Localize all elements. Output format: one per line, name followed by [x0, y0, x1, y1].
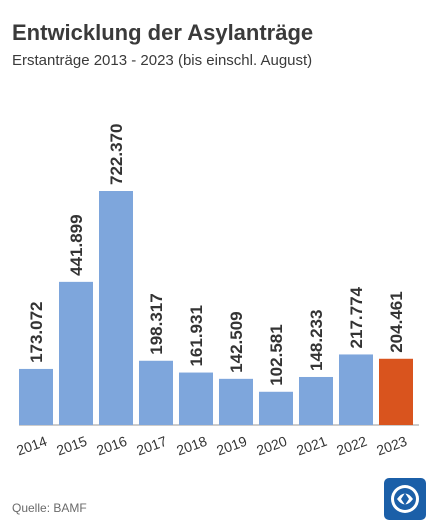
bar-value-label: 198.317 — [147, 293, 166, 354]
bar-value-label: 173.072 — [27, 301, 46, 362]
bar-value-label: 217.774 — [347, 286, 366, 348]
x-tick-label: 2020 — [254, 433, 289, 459]
chart-title: Entwicklung der Asylanträge — [12, 20, 314, 45]
x-tick-label: 2023 — [374, 433, 409, 459]
bar-value-label: 142.509 — [227, 311, 246, 372]
bar-2022 — [339, 354, 373, 425]
bar-value-label: 102.581 — [267, 324, 286, 385]
bar-2019 — [219, 378, 253, 425]
x-tick-label: 2018 — [174, 433, 209, 459]
bar-value-label: 204.461 — [387, 291, 406, 352]
x-tick-label: 2019 — [214, 433, 249, 459]
bar-value-label: 161.931 — [187, 305, 206, 366]
x-tick-label: 2021 — [294, 433, 329, 459]
bar-2018 — [179, 372, 213, 425]
bar-2020 — [259, 391, 293, 425]
x-tick-label: 2015 — [54, 433, 89, 459]
x-tick-label: 2017 — [134, 433, 169, 459]
broadcaster-logo-icon — [384, 478, 426, 520]
chart-subtitle: Erstanträge 2013 - 2023 (bis einschl. Au… — [12, 52, 313, 69]
bar-2015 — [59, 281, 93, 425]
bar-2016 — [99, 191, 133, 425]
bar-2017 — [139, 360, 173, 425]
x-tick-label: 2014 — [14, 433, 49, 459]
x-tick-label: 2022 — [334, 433, 369, 459]
bar-value-label: 441.899 — [67, 214, 86, 275]
x-tick-label: 2016 — [94, 433, 129, 459]
bar-2014 — [19, 368, 53, 425]
bar-value-label: 148.233 — [307, 310, 326, 371]
bar-value-label: 722.370 — [107, 124, 126, 185]
source-note: Quelle: BAMF — [12, 501, 87, 515]
bar-2021 — [299, 376, 333, 425]
bar-2023 — [379, 358, 413, 425]
